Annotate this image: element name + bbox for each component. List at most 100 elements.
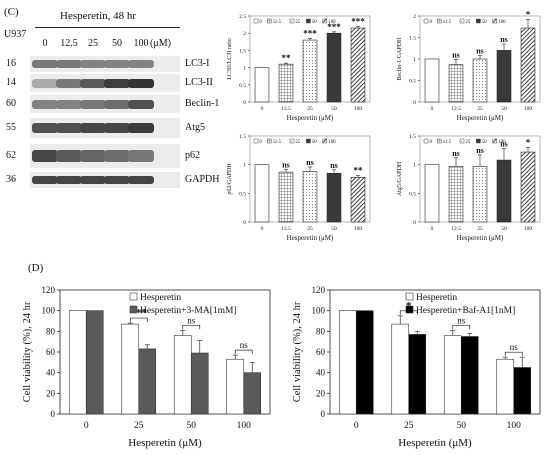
legend-label: 50: [312, 140, 317, 145]
blot-band: [80, 150, 106, 162]
y-tick-label: 1: [413, 57, 416, 63]
y-tick-label: 40: [46, 368, 56, 378]
concentration-unit: (μM): [150, 38, 171, 49]
protein-label: GAPDH: [185, 174, 220, 185]
y-tick-label: 80: [316, 326, 326, 336]
bar: [350, 27, 366, 103]
significance-label: ***: [351, 17, 365, 27]
significance-bracket: [129, 317, 148, 323]
blot-band: [56, 60, 82, 68]
legend-swatch: [322, 138, 328, 144]
blot-band: [56, 99, 82, 109]
lc3-ratio-chart: 00.511.522.50**12.5***25***50***100Hespe…: [227, 14, 371, 122]
legend-label: 25: [466, 20, 471, 25]
y-tick-label: 2: [413, 14, 416, 20]
y-tick-label: 0: [413, 100, 416, 106]
x-tick-label: 12.5: [281, 106, 291, 112]
y-tick-label: 1: [243, 66, 246, 72]
legend-swatch: [306, 18, 311, 24]
bar: [326, 32, 342, 103]
x-tick-label: 100: [237, 421, 252, 431]
legend-swatch: [492, 138, 498, 144]
significance-bracket: [504, 351, 523, 357]
bar: [496, 358, 515, 415]
legend-label: 12.5: [273, 20, 282, 25]
legend-label: Hesperetin: [416, 293, 457, 303]
x-tick-label: 0: [261, 226, 264, 232]
bar: [278, 171, 294, 223]
legend-label: Hesperetin: [140, 293, 181, 303]
x-axis-title: Hesperetin (μM): [128, 437, 202, 449]
legend-swatch: [476, 138, 481, 144]
x-tick-label: 0: [431, 106, 434, 112]
bar: [121, 323, 140, 415]
y-axis-title: LC3II/LC3I ratio: [227, 38, 233, 80]
y-tick-label: 40: [316, 368, 326, 378]
x-axis-title: Hesperetin (μM): [457, 234, 504, 242]
legend-swatch: [492, 18, 498, 24]
x-tick-label: 0: [431, 226, 434, 232]
x-tick-label: 50: [331, 106, 337, 112]
bar: [520, 151, 536, 223]
y-tick-label: 0: [413, 220, 416, 226]
kda-label: 36: [6, 174, 16, 185]
significance-bracket: [234, 349, 253, 355]
legend-label: 0: [430, 140, 433, 145]
bar: [472, 166, 488, 223]
legend-label: 50: [482, 140, 487, 145]
legend-swatch: [423, 18, 429, 24]
protein-label: Atg5: [185, 122, 205, 133]
legend-swatch: [405, 305, 414, 314]
significance-label: ns: [510, 342, 519, 352]
bar: [254, 67, 270, 103]
legend-swatch: [437, 18, 442, 24]
kda-label: 14: [6, 77, 16, 88]
y-tick-label: 0.5: [239, 191, 246, 197]
kda-label: 60: [6, 98, 16, 109]
y-tick-label: 100: [42, 306, 56, 316]
significance-label: ns: [500, 140, 508, 149]
y-tick-label: 0.5: [239, 83, 246, 89]
significance-label: ***: [303, 28, 317, 38]
blot-band: [104, 123, 130, 133]
bar: [513, 367, 532, 415]
y-tick-label: 120: [42, 285, 56, 295]
kda-label: 55: [6, 122, 16, 133]
blot-band: [56, 176, 82, 184]
legend-label: 0: [260, 20, 263, 25]
blot-band: [128, 60, 154, 68]
protein-label: p62: [185, 150, 200, 161]
x-tick-label: 25: [307, 106, 313, 112]
legend-label: 25: [466, 140, 471, 145]
significance-bracket: [452, 324, 471, 330]
blot-band: [104, 176, 130, 184]
significance-label: ns: [240, 340, 249, 350]
legend-label: 25: [296, 20, 301, 25]
legend-label: 100: [328, 140, 336, 145]
bar: [138, 348, 157, 415]
significance-label: ns: [306, 158, 314, 167]
legend-label: 100: [328, 20, 336, 25]
y-tick-label: 60: [316, 347, 326, 357]
legend-swatch: [322, 18, 328, 24]
concentration-label: 0: [42, 38, 48, 49]
significance-bracket: [182, 324, 201, 330]
blot-band: [104, 99, 130, 109]
blot-band: [32, 99, 58, 109]
concentration-label: 12.5: [60, 38, 78, 49]
bar: [190, 352, 209, 415]
treatment-underline: [35, 27, 180, 28]
blot-band: [128, 123, 154, 133]
legend-swatch: [289, 18, 295, 24]
bar: [173, 335, 192, 415]
y-tick-label: 0.5: [409, 79, 416, 85]
y-tick-label: 0.5: [409, 191, 416, 197]
blot-band: [104, 78, 130, 88]
legend-swatch: [459, 18, 465, 24]
blot-band: [104, 150, 130, 162]
legend-swatch: [459, 138, 465, 144]
bar: [326, 172, 342, 223]
concentration-label: 100: [133, 38, 149, 49]
significance-label: *: [526, 137, 531, 147]
